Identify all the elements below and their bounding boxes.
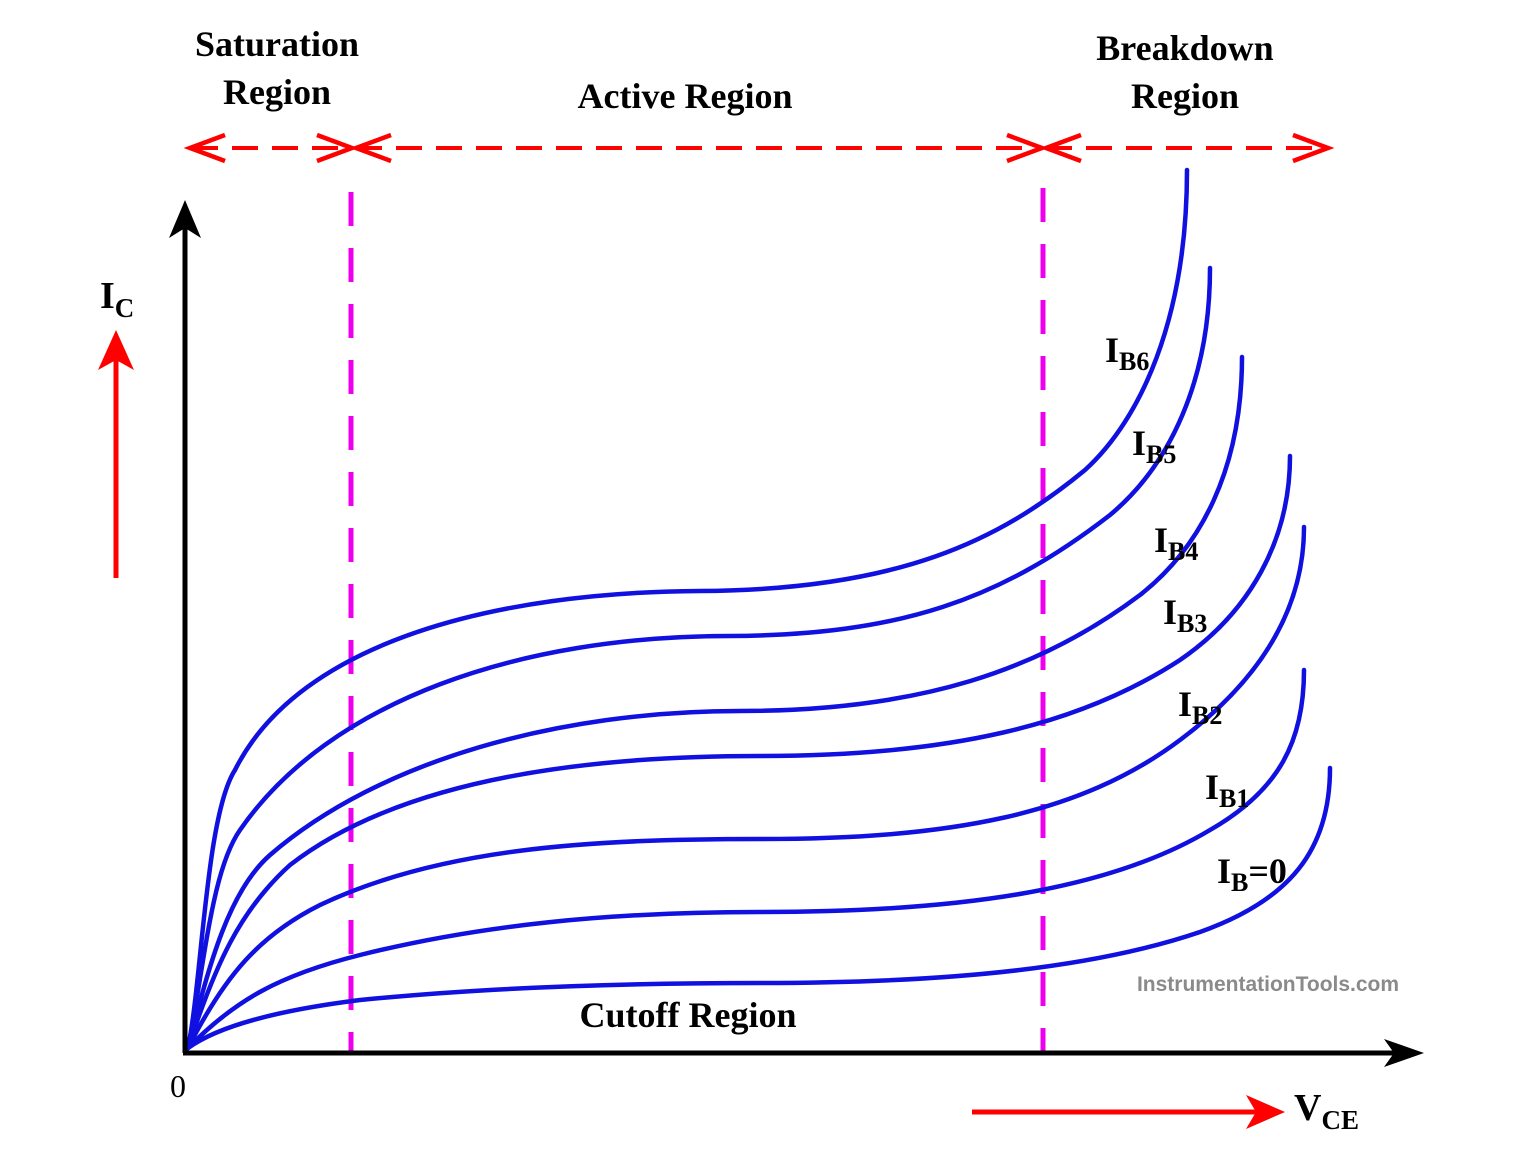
vce-direction-arrow-icon	[972, 1095, 1285, 1129]
curve-ib1	[185, 667, 1307, 1051]
x-axis-arrow-icon	[1384, 1039, 1424, 1067]
y-axis-label-main: I	[100, 275, 115, 317]
curve-ib4	[185, 354, 1245, 1051]
curve-ib3	[185, 453, 1293, 1051]
curve-label-ib0: IB=0	[1217, 851, 1287, 897]
curve-ib5	[185, 265, 1213, 1051]
watermark: InstrumentationTools.com	[1137, 973, 1399, 996]
active-region-label: Active Region	[578, 76, 793, 116]
ic-direction-arrow-icon	[98, 330, 134, 578]
x-axis-label-main: V	[1294, 1087, 1322, 1129]
saturation-range-arrow-icon	[183, 132, 359, 164]
saturation-label-line2: Region	[223, 72, 331, 112]
curve-label-ib3: IB3	[1163, 592, 1207, 638]
origin-label: 0	[170, 1068, 186, 1104]
x-axis-label-sub: CE	[1321, 1105, 1359, 1135]
y-axis-label: IC	[100, 275, 134, 323]
curve-label-ib6: IB6	[1105, 330, 1149, 376]
breakdown-label-line2: Region	[1131, 76, 1239, 116]
curve-ib0	[185, 765, 1333, 1051]
active-range-arrow-icon	[349, 132, 1049, 164]
curve-ib2	[185, 524, 1307, 1051]
y-axis-label-sub: C	[115, 293, 135, 323]
region-arrows	[183, 132, 1335, 164]
saturation-label-line1: Saturation	[195, 24, 359, 64]
breakdown-label-line1: Breakdown	[1096, 28, 1273, 68]
curve-label-ib4: IB4	[1154, 520, 1198, 566]
curve-label-ib1: IB1	[1205, 767, 1249, 813]
x-axis-label: VCE	[1294, 1087, 1359, 1135]
curve-label-ib2: IB2	[1178, 684, 1222, 730]
cutoff-region-label: Cutoff Region	[580, 995, 797, 1035]
y-axis-arrow-icon	[169, 200, 201, 238]
characteristic-curves	[185, 167, 1333, 1051]
axes	[169, 200, 1424, 1067]
curve-label-ib5: IB5	[1132, 423, 1176, 469]
curve-ib6	[185, 167, 1190, 1051]
breakdown-range-arrow-icon	[1039, 132, 1335, 164]
